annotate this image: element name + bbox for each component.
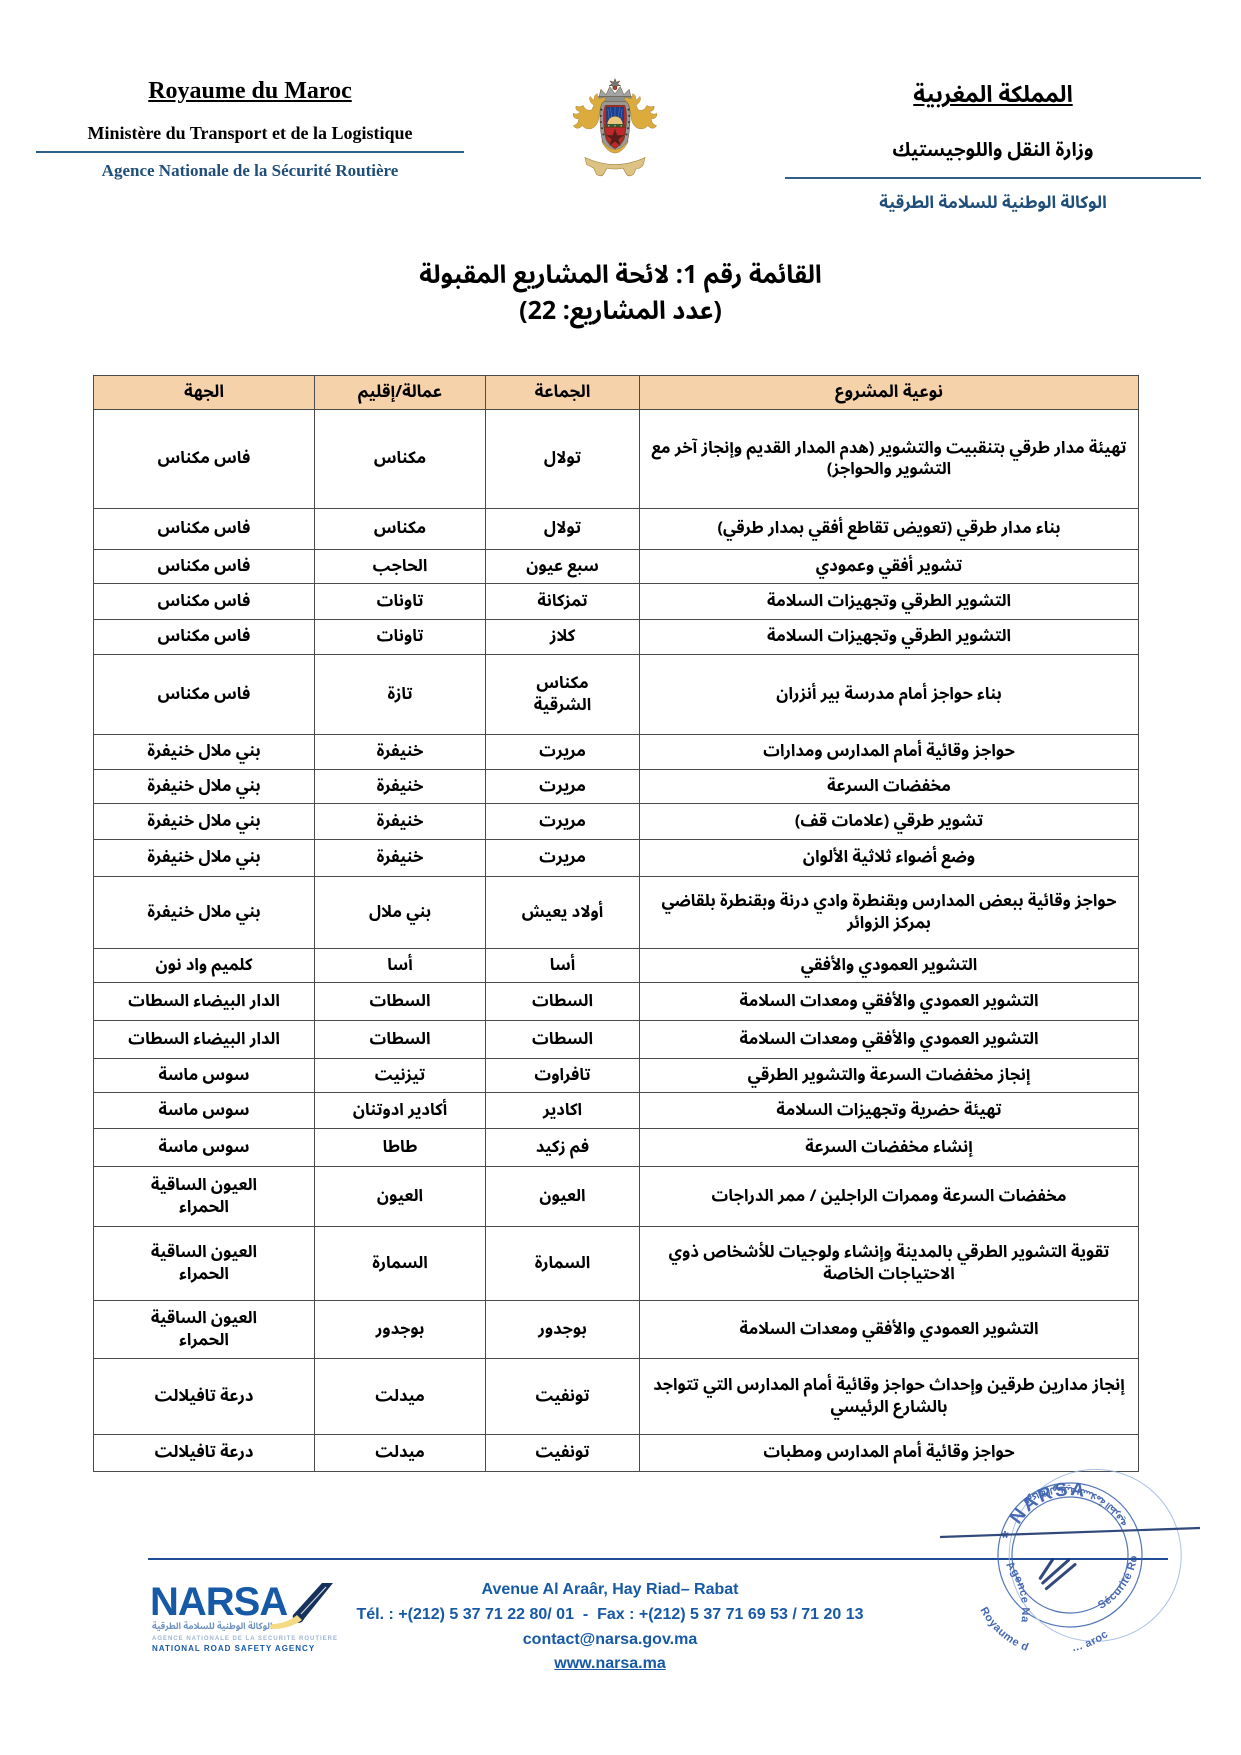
svg-text:الوكالة الوطنية للسلامة الطرقي: الوكالة الوطنية للسلامة الطرقية bbox=[1018, 1472, 1134, 1539]
svg-text:... aroc: ... aroc bbox=[1070, 1627, 1112, 1654]
svg-text:Royaume du: Royaume du bbox=[940, 1440, 1032, 1662]
svg-text:الوكالة الوطنية للسلامة الطرقي: الوكالة الوطنية للسلامة الطرقية bbox=[152, 1617, 272, 1636]
svg-text:NATIONAL ROAD SAFETY AGENCY: NATIONAL ROAD SAFETY AGENCY bbox=[152, 1644, 315, 1653]
